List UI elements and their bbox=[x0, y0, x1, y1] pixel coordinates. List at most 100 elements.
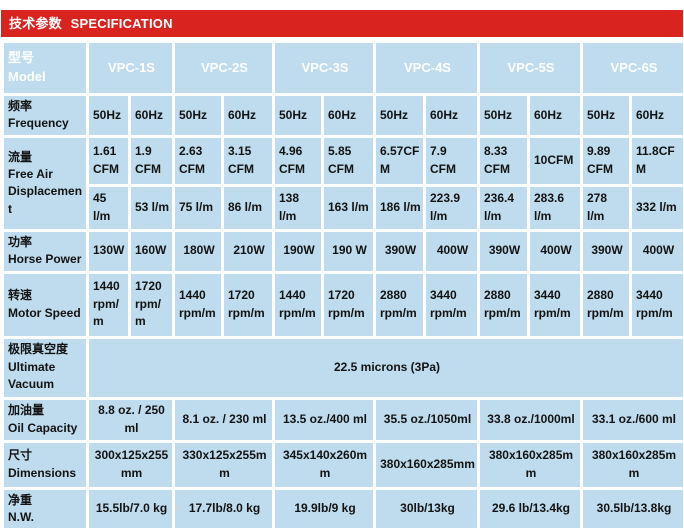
flow-lm-value: 236.4 l/m bbox=[477, 183, 530, 232]
flow-lm-value: 138 l/m bbox=[272, 183, 324, 232]
speed-value: 1720 rpm/m bbox=[221, 270, 275, 339]
row-label-model-zh: 型号 bbox=[8, 50, 35, 66]
oil-value: 8.8 oz. / 250 ml bbox=[86, 396, 175, 443]
row-label-weight-en: N.W. bbox=[8, 509, 34, 524]
power-value: 390W bbox=[477, 228, 530, 274]
weight-value: 17.7lb/8.0 kg bbox=[172, 486, 275, 530]
power-value: 210W bbox=[221, 228, 275, 274]
row-label-power-en: Horse Power bbox=[8, 252, 82, 267]
weight-value: 30.5lb/13.8kg bbox=[580, 486, 684, 530]
flow-lm-value: 86 l/m bbox=[221, 183, 275, 232]
speed-value: 1440 rpm/m bbox=[172, 270, 224, 339]
power-value: 190 W bbox=[321, 228, 376, 274]
row-label-speed-en: Motor Speed bbox=[8, 305, 81, 320]
speed-value: 3440 rpm/m bbox=[423, 270, 480, 339]
row-label-oil-zh: 加油量 bbox=[8, 403, 45, 418]
frequency-value: 50Hz bbox=[477, 93, 530, 138]
flow-cfm-value: 8.33 CFM bbox=[477, 134, 530, 187]
row-flow-lm: 45 l/m 53 l/m 75 l/m 86 l/m 138 l/m 163 … bbox=[3, 183, 684, 232]
frequency-value: 50Hz bbox=[580, 93, 632, 138]
row-label-model: 型号 Model bbox=[1, 40, 89, 96]
row-label-dimensions-zh: 尺寸 bbox=[8, 448, 33, 463]
power-value: 390W bbox=[373, 228, 426, 274]
speed-value: 3440 rpm/m bbox=[527, 270, 583, 339]
model-header-vpc-1s: VPC-1S bbox=[86, 40, 175, 96]
row-label-flow: 流量 Free Air Displacement bbox=[1, 134, 89, 232]
row-label-vacuum-en: Ultimate Vacuum bbox=[8, 359, 56, 392]
frequency-value: 60Hz bbox=[629, 93, 684, 138]
dimensions-value: 380x160x285mm bbox=[580, 439, 684, 490]
row-label-dimensions: 尺寸 Dimensions bbox=[1, 439, 89, 490]
flow-cfm-value: 4.96 CFM bbox=[272, 134, 324, 187]
speed-value: 2880 rpm/m bbox=[373, 270, 426, 339]
model-header-vpc-4s: VPC-4S bbox=[373, 40, 480, 96]
row-label-speed-zh: 转速 bbox=[8, 288, 33, 303]
power-value: 390W bbox=[580, 228, 632, 274]
frequency-value: 60Hz bbox=[527, 93, 583, 138]
row-power: 功率 Horse Power 130W 160W 180W 210W 190W … bbox=[1, 228, 684, 274]
power-value: 160W bbox=[128, 228, 175, 274]
row-label-vacuum: 极限真空度 Ultimate Vacuum bbox=[1, 335, 89, 400]
row-label-weight: 净重 N.W. bbox=[1, 486, 89, 530]
row-label-power: 功率 Horse Power bbox=[1, 228, 89, 274]
flow-cfm-value: 1.61 CFM bbox=[86, 134, 131, 187]
dimensions-value: 300x125x255 mm bbox=[86, 439, 175, 490]
dimensions-value: 380x160x285mm bbox=[373, 439, 480, 490]
weight-value: 15.5lb/7.0 kg bbox=[86, 486, 175, 530]
power-value: 400W bbox=[527, 228, 583, 274]
weight-value: 19.9lb/9 kg bbox=[272, 486, 376, 530]
speed-value: 1440 rpm/m bbox=[272, 270, 324, 339]
power-value: 180W bbox=[172, 228, 224, 274]
power-value: 400W bbox=[629, 228, 684, 274]
flow-cfm-value: 7.9 CFM bbox=[423, 134, 480, 187]
speed-value: 1720 rpm/m bbox=[321, 270, 376, 339]
frequency-value: 60Hz bbox=[321, 93, 376, 138]
model-header-vpc-5s: VPC-5S bbox=[477, 40, 583, 96]
speed-value: 1720 rpm/m bbox=[128, 270, 175, 339]
oil-value: 35.5 oz./1050ml bbox=[373, 396, 480, 443]
power-value: 130W bbox=[86, 228, 131, 274]
row-label-flow-zh: 流量 bbox=[8, 149, 33, 164]
frequency-value: 60Hz bbox=[221, 93, 275, 138]
speed-value: 2880 rpm/m bbox=[477, 270, 530, 339]
frequency-value: 60Hz bbox=[423, 93, 480, 138]
row-label-frequency-zh: 频率 bbox=[8, 99, 33, 113]
model-header-vpc-6s: VPC-6S bbox=[580, 40, 684, 96]
row-vacuum: 极限真空度 Ultimate Vacuum 22.5 microns (3Pa) bbox=[1, 335, 684, 400]
flow-lm-value: 223.9 l/m bbox=[423, 183, 480, 232]
speed-value: 3440 rpm/m bbox=[629, 270, 684, 339]
row-model: 型号 Model VPC-1S VPC-2S VPC-3S VPC-4S VPC… bbox=[1, 40, 684, 96]
flow-cfm-value: 9.89 CFM bbox=[580, 134, 632, 187]
frequency-value: 50Hz bbox=[86, 93, 131, 138]
dimensions-value: 345x140x260mm bbox=[272, 439, 376, 490]
flow-cfm-value: 11.8CFM bbox=[629, 134, 684, 187]
row-dimensions: 尺寸 Dimensions 300x125x255 mm 330x125x255… bbox=[1, 439, 684, 490]
flow-cfm-value: 1.9 CFM bbox=[128, 134, 175, 187]
oil-value: 8.1 oz. / 230 ml bbox=[172, 396, 275, 443]
frequency-value: 50Hz bbox=[373, 93, 426, 138]
speed-value: 1440 rpm/m bbox=[86, 270, 131, 339]
row-label-frequency-en: Frequency bbox=[8, 116, 69, 131]
row-label-oil: 加油量 Oil Capacity bbox=[1, 396, 89, 443]
row-label-vacuum-zh: 极限真空度 bbox=[8, 342, 69, 357]
section-title-en: SPECIFICATION bbox=[70, 16, 173, 31]
oil-value: 33.8 oz./1000ml bbox=[477, 396, 583, 443]
speed-value: 2880 rpm/m bbox=[580, 270, 632, 339]
flow-lm-value: 283.6 l/m bbox=[527, 183, 583, 232]
power-value: 190W bbox=[272, 228, 324, 274]
flow-lm-value: 75 l/m bbox=[172, 183, 224, 232]
row-weight: 净重 N.W. 15.5lb/7.0 kg 17.7lb/8.0 kg 19.9… bbox=[1, 486, 684, 530]
flow-cfm-value: 10CFM bbox=[527, 134, 583, 187]
row-speed: 转速 Motor Speed 1440 rpm/m 1720 rpm/m 144… bbox=[1, 270, 684, 339]
weight-value: 29.6 lb/13.4kg bbox=[477, 486, 583, 530]
row-oil: 加油量 Oil Capacity 8.8 oz. / 250 ml 8.1 oz… bbox=[1, 396, 684, 443]
section-title-bar: 技术参数 SPECIFICATION bbox=[1, 10, 683, 37]
weight-value: 30lb/13kg bbox=[373, 486, 480, 530]
row-label-oil-en: Oil Capacity bbox=[8, 420, 78, 435]
row-frequency: 频率 Frequency 50Hz 60Hz 50Hz 60Hz 50Hz 60… bbox=[1, 93, 684, 138]
flow-cfm-value: 3.15 CFM bbox=[221, 134, 275, 187]
specification-table: 型号 Model VPC-1S VPC-2S VPC-3S VPC-4S VPC… bbox=[1, 40, 684, 530]
frequency-value: 60Hz bbox=[128, 93, 175, 138]
dimensions-value: 330x125x255mm bbox=[172, 439, 275, 490]
